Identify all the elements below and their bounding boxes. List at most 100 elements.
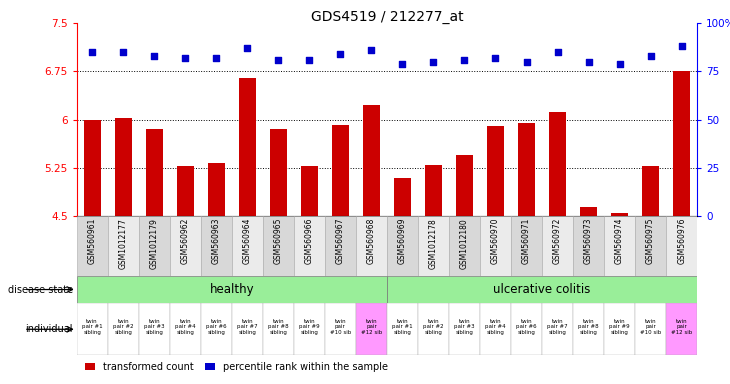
Bar [77, 276, 387, 303]
Text: twin
pair
#10 sib: twin pair #10 sib [330, 319, 351, 334]
Bar [356, 303, 387, 355]
Bar [666, 216, 697, 276]
Text: twin
pair #4
sibling: twin pair #4 sibling [175, 319, 196, 334]
Text: GSM560970: GSM560970 [491, 218, 500, 265]
Bar [387, 276, 697, 303]
Bar [201, 216, 232, 276]
Bar [511, 216, 542, 276]
Point [366, 47, 377, 53]
Text: twin
pair #6
sibling: twin pair #6 sibling [206, 319, 226, 334]
Bar [294, 303, 325, 355]
Point [334, 51, 346, 57]
Bar [480, 303, 511, 355]
Bar [425, 165, 442, 216]
Bar [511, 303, 542, 355]
Bar [325, 216, 356, 276]
Point [180, 55, 191, 61]
Point [118, 49, 129, 55]
Text: GDS4519 / 212277_at: GDS4519 / 212277_at [310, 10, 464, 23]
Point [272, 57, 284, 63]
Point [676, 43, 688, 49]
Bar [456, 155, 473, 216]
Text: individual: individual [26, 324, 73, 334]
Text: twin
pair #4
sibling: twin pair #4 sibling [485, 319, 506, 334]
Point [86, 49, 98, 55]
Bar [604, 216, 635, 276]
Bar [139, 216, 169, 276]
Text: twin
pair
#12 sib: twin pair #12 sib [361, 319, 382, 334]
Point [210, 55, 222, 61]
Bar [418, 303, 449, 355]
Bar [518, 123, 535, 216]
Bar [294, 216, 325, 276]
Text: twin
pair
#10 sib: twin pair #10 sib [640, 319, 661, 334]
Text: twin
pair #6
sibling: twin pair #6 sibling [516, 319, 537, 334]
Text: GSM560968: GSM560968 [367, 218, 376, 264]
Text: GSM560969: GSM560969 [398, 218, 407, 265]
Point [552, 49, 564, 55]
Bar [146, 129, 163, 216]
Point [583, 59, 594, 65]
Bar [177, 166, 193, 216]
Bar [573, 303, 604, 355]
Text: twin
pair #1
sibling: twin pair #1 sibling [82, 319, 102, 334]
Text: ulcerative colitis: ulcerative colitis [493, 283, 591, 296]
Text: GSM560971: GSM560971 [522, 218, 531, 264]
Bar [580, 207, 597, 216]
Text: GSM1012178: GSM1012178 [429, 218, 438, 269]
Bar [332, 125, 349, 216]
Bar [604, 303, 635, 355]
Text: GSM560962: GSM560962 [181, 218, 190, 264]
Bar [270, 129, 287, 216]
Bar [635, 216, 666, 276]
Bar [139, 303, 169, 355]
Bar [356, 216, 387, 276]
Text: healthy: healthy [210, 283, 254, 296]
Text: twin
pair #7
sibling: twin pair #7 sibling [548, 319, 568, 334]
Point [428, 59, 439, 65]
Bar [115, 118, 131, 216]
Text: twin
pair #8
sibling: twin pair #8 sibling [268, 319, 288, 334]
Text: GSM560965: GSM560965 [274, 218, 283, 265]
Text: twin
pair #8
sibling: twin pair #8 sibling [578, 319, 599, 334]
Bar [611, 213, 628, 216]
Text: GSM560973: GSM560973 [584, 218, 593, 265]
Point [304, 57, 315, 63]
Point [614, 61, 626, 67]
Bar [232, 303, 263, 355]
Bar [108, 303, 139, 355]
Bar [77, 216, 108, 276]
Bar [549, 112, 566, 216]
Point [645, 53, 656, 59]
Bar [363, 106, 380, 216]
Point [242, 45, 253, 51]
Bar [232, 216, 263, 276]
Text: twin
pair #2
sibling: twin pair #2 sibling [113, 319, 134, 334]
Bar [208, 164, 225, 216]
Bar [77, 303, 108, 355]
Bar [263, 303, 293, 355]
Bar [487, 126, 504, 216]
Text: twin
pair #3
sibling: twin pair #3 sibling [144, 319, 164, 334]
Text: twin
pair #9
sibling: twin pair #9 sibling [610, 319, 630, 334]
Bar [325, 303, 356, 355]
Text: disease state: disease state [8, 285, 73, 295]
Point [520, 59, 532, 65]
Bar [239, 78, 255, 216]
Bar [418, 216, 449, 276]
Text: twin
pair
#12 sib: twin pair #12 sib [671, 319, 692, 334]
Bar [642, 166, 659, 216]
Bar [387, 303, 418, 355]
Bar [301, 166, 318, 216]
Text: GSM560961: GSM560961 [88, 218, 96, 264]
Text: GSM560974: GSM560974 [615, 218, 624, 265]
Text: GSM560972: GSM560972 [553, 218, 562, 264]
Bar [542, 216, 573, 276]
Text: GSM560963: GSM560963 [212, 218, 220, 265]
Text: GSM560967: GSM560967 [336, 218, 345, 265]
Text: GSM1012177: GSM1012177 [119, 218, 128, 269]
Legend: transformed count, percentile rank within the sample: transformed count, percentile rank withi… [82, 358, 392, 376]
Bar [666, 303, 697, 355]
Text: twin
pair #7
sibling: twin pair #7 sibling [237, 319, 258, 334]
Bar [542, 303, 573, 355]
